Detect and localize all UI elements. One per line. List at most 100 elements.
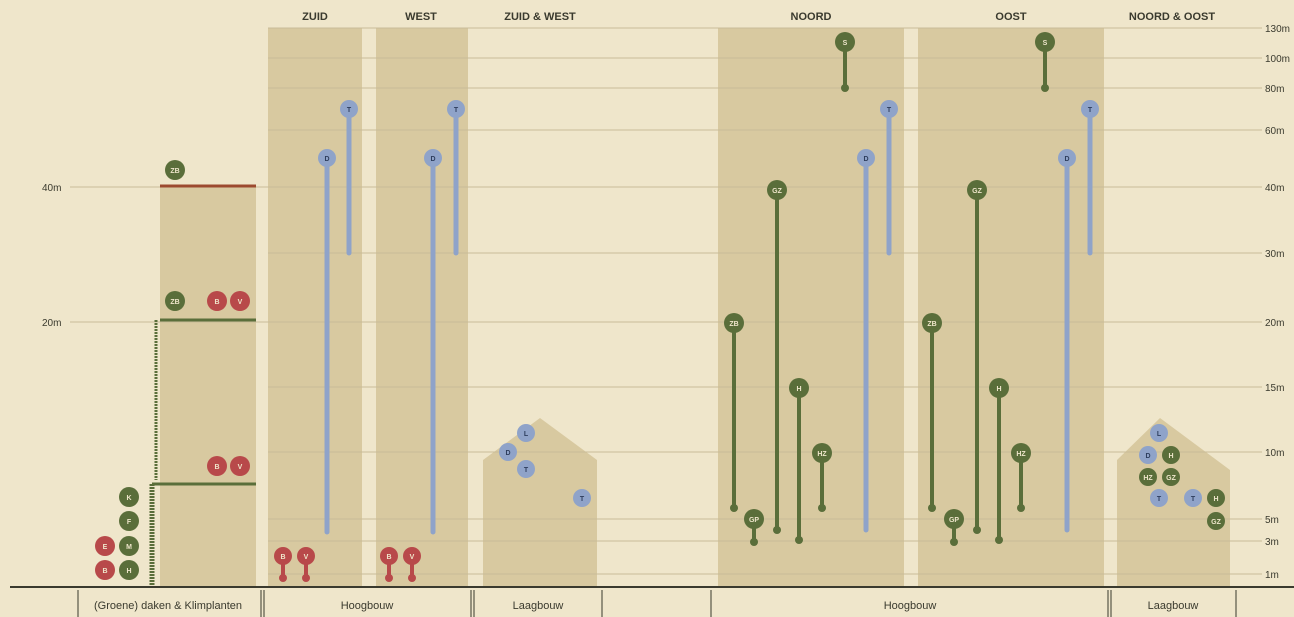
marker-label: M bbox=[126, 544, 132, 551]
marker-s: S bbox=[1035, 32, 1055, 52]
marker-v: V bbox=[403, 547, 421, 565]
marker-label: H bbox=[796, 386, 801, 393]
marker-hz: HZ bbox=[812, 443, 832, 463]
zones bbox=[160, 28, 1230, 587]
marker-e: E bbox=[95, 536, 115, 556]
footer-label-laagbouw-2: Laagbouw bbox=[1148, 600, 1199, 612]
stem-end-cap bbox=[730, 504, 738, 512]
marker-b: B bbox=[207, 291, 227, 311]
marker-label: S bbox=[1043, 40, 1048, 47]
header-zuid-west: ZUID & WEST bbox=[504, 11, 576, 23]
marker-label: V bbox=[238, 299, 243, 306]
marker-h: H bbox=[989, 378, 1009, 398]
stem-end-cap bbox=[773, 526, 781, 534]
stem-end-cap bbox=[973, 526, 981, 534]
footer-label-hoogbouw-2: Hoogbouw bbox=[884, 600, 937, 612]
right-axis-label-100m: 100m bbox=[1265, 54, 1290, 65]
marker-m: M bbox=[119, 536, 139, 556]
stem-end-cap bbox=[995, 536, 1003, 544]
header-west: WEST bbox=[405, 11, 437, 23]
header-noord-oost: NOORD & OOST bbox=[1129, 11, 1215, 23]
roof-lines bbox=[149, 184, 256, 587]
stem-end-cap bbox=[1017, 504, 1025, 512]
footer-label-daken: (Groene) daken & Klimplanten bbox=[94, 600, 242, 612]
footer-label-laagbouw-1: Laagbouw bbox=[513, 600, 564, 612]
marker-t: T bbox=[1081, 100, 1099, 118]
marker-b: B bbox=[274, 547, 292, 565]
column-headers: ZUID WEST ZUID & WEST NOORD OOST NOORD &… bbox=[302, 11, 1215, 23]
stem-end-cap bbox=[279, 574, 287, 582]
marker-f: F bbox=[119, 511, 139, 531]
marker-label: T bbox=[454, 107, 459, 114]
zone-noord bbox=[718, 28, 904, 587]
marker-d: D bbox=[1058, 149, 1076, 167]
marker-gz: GZ bbox=[967, 180, 987, 200]
marker-label: B bbox=[280, 554, 285, 561]
marker-zb: ZB bbox=[165, 160, 185, 180]
marker-d: D bbox=[499, 443, 517, 461]
marker-label: B bbox=[214, 464, 219, 471]
marker-zb: ZB bbox=[922, 313, 942, 333]
gridlines bbox=[70, 27, 1262, 575]
marker-label: GP bbox=[749, 517, 759, 524]
stem-end-caps bbox=[279, 84, 1049, 582]
marker-gz: GZ bbox=[1162, 468, 1180, 486]
marker-label: GP bbox=[949, 517, 959, 524]
right-axis: 130m 100m 80m 60m 40m 30m 20m 15m 10m 5m… bbox=[1265, 24, 1290, 581]
right-axis-label-130m: 130m bbox=[1265, 24, 1290, 35]
marker-label: D bbox=[505, 450, 510, 457]
marker-t: T bbox=[573, 489, 591, 507]
marker-label: V bbox=[304, 554, 309, 561]
marker-label: HZ bbox=[817, 451, 827, 458]
marker-label: H bbox=[1168, 453, 1173, 460]
marker-d: D bbox=[424, 149, 442, 167]
marker-v: V bbox=[230, 291, 250, 311]
marker-label: T bbox=[1191, 496, 1196, 503]
marker-label: ZB bbox=[729, 321, 738, 328]
stem-end-cap bbox=[1041, 84, 1049, 92]
marker-label: H bbox=[126, 568, 131, 575]
marker-label: E bbox=[103, 544, 108, 551]
marker-label: H bbox=[1213, 496, 1218, 503]
marker-d: D bbox=[318, 149, 336, 167]
header-zuid: ZUID bbox=[302, 11, 328, 23]
marker-h: H bbox=[1162, 446, 1180, 464]
marker-label: S bbox=[843, 40, 848, 47]
marker-zb: ZB bbox=[165, 291, 185, 311]
marker-v: V bbox=[297, 547, 315, 565]
marker-label: GZ bbox=[1166, 475, 1176, 482]
right-axis-label-5m: 5m bbox=[1265, 515, 1279, 526]
marker-l: L bbox=[1150, 424, 1168, 442]
marker-l: L bbox=[517, 424, 535, 442]
marker-label: D bbox=[324, 156, 329, 163]
zone-daken bbox=[160, 187, 256, 587]
marker-t: T bbox=[1184, 489, 1202, 507]
header-oost: OOST bbox=[995, 11, 1026, 23]
marker-b: B bbox=[207, 456, 227, 476]
marker-label: D bbox=[1064, 156, 1069, 163]
zone-west bbox=[376, 28, 468, 587]
right-axis-label-3m: 3m bbox=[1265, 537, 1279, 548]
stem-end-cap bbox=[950, 538, 958, 546]
footer-label-hoogbouw-1: Hoogbouw bbox=[341, 600, 394, 612]
stem-end-cap bbox=[841, 84, 849, 92]
marker-label: HZ bbox=[1016, 451, 1026, 458]
marker-d: D bbox=[857, 149, 875, 167]
stem-end-cap bbox=[750, 538, 758, 546]
marker-v: V bbox=[230, 456, 250, 476]
header-noord: NOORD bbox=[791, 11, 832, 23]
marker-b: B bbox=[95, 560, 115, 580]
marker-t: T bbox=[447, 100, 465, 118]
marker-h: H bbox=[119, 560, 139, 580]
marker-label: L bbox=[1157, 431, 1162, 438]
marker-label: GZ bbox=[1211, 519, 1221, 526]
marker-hz: HZ bbox=[1011, 443, 1031, 463]
marker-gz: GZ bbox=[767, 180, 787, 200]
marker-label: HZ bbox=[1143, 475, 1153, 482]
marker-label: T bbox=[887, 107, 892, 114]
marker-label: B bbox=[214, 299, 219, 306]
marker-label: L bbox=[524, 431, 529, 438]
footer: (Groene) daken & Klimplanten Hoogbouw La… bbox=[77, 590, 1237, 617]
marker-t: T bbox=[517, 460, 535, 478]
